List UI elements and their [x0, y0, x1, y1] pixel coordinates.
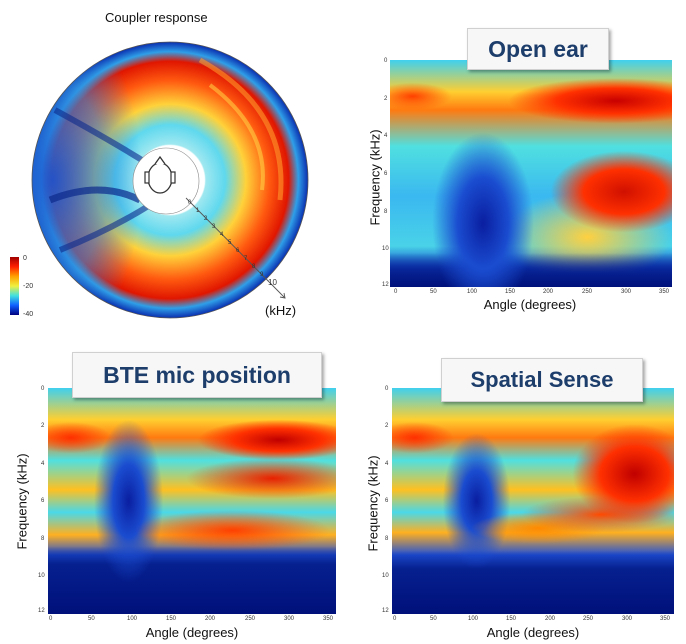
spatial-sense-xtick-label: 150	[506, 616, 517, 622]
spatial-sense-xtick-label: 50	[430, 616, 437, 622]
spatial-sense-ytick-label: 0	[385, 386, 389, 392]
bte-xtick-label: 250	[245, 616, 256, 622]
bte-xtick-label: 350	[323, 616, 334, 622]
bte-xtick-label: 200	[205, 616, 216, 622]
open-ear-xtick-label: 0	[394, 289, 398, 295]
open-ear-ylabel: Frequency (kHz)	[367, 129, 383, 226]
open-ear-xtick-label: 50	[430, 289, 437, 295]
open-ear-ytick-label: 2	[384, 96, 388, 102]
open-ear-xtick-label: 350	[659, 289, 670, 295]
spatial-sense-xlabel: Angle (degrees)	[486, 625, 580, 640]
bte-ylabel: Frequency (kHz)	[14, 453, 30, 550]
bte-ytick-label: 6	[41, 498, 45, 504]
colorbar-tick-label: -40	[23, 311, 34, 318]
radial-tick-label: 0	[188, 200, 192, 206]
bte-xtick-label: 50	[88, 616, 95, 622]
bte-ytick-label: 2	[41, 423, 45, 429]
spatial-sense-xtick-label: 300	[622, 616, 633, 622]
colorbar-tick-label: 0	[23, 255, 27, 262]
bte-ytick-label: 4	[41, 461, 45, 467]
open-ear-xtick-label: 200	[543, 289, 554, 295]
spatial-sense-ytick-label: 2	[385, 423, 389, 429]
bte-title: BTE mic position	[72, 352, 322, 398]
radial-axis-label: (kHz)	[265, 303, 297, 318]
radial-tick-label: 8	[252, 264, 256, 270]
colorbar-tick-label: -20	[23, 283, 34, 290]
bte-xlabel: Angle (degrees)	[145, 625, 239, 640]
bte-heatmap	[48, 388, 336, 614]
open-ear-title: Open ear	[467, 28, 609, 70]
radial-tick-label: 9	[260, 272, 264, 278]
spatial-sense-ytick-label: 4	[385, 461, 389, 467]
spatial-sense-title: Spatial Sense	[441, 358, 643, 402]
radial-tick-label: 2	[204, 216, 208, 222]
spatial-sense-xtick-label: 100	[468, 616, 479, 622]
radial-tick-label: 7	[244, 256, 248, 262]
bte-xtick-label: 300	[284, 616, 295, 622]
open-ear-ytick-label: 0	[384, 58, 388, 64]
bte-ytick-label: 8	[41, 536, 45, 542]
colorbar	[10, 257, 19, 315]
open-ear-xtick-label: 300	[621, 289, 632, 295]
open-ear-ytick-label: 8	[384, 209, 388, 215]
radial-tick-label: 10	[268, 278, 277, 287]
open-ear-ytick-label: 10	[382, 246, 389, 252]
spatial-sense-ytick-label: 6	[385, 498, 389, 504]
bte-ytick-label: 0	[41, 386, 45, 392]
head-icon	[144, 155, 176, 194]
polar-plot	[31, 41, 309, 319]
spatial-sense-heatmap	[392, 388, 674, 614]
polar-title: Coupler response	[105, 10, 208, 25]
spatial-sense-ytick-label: 8	[385, 536, 389, 542]
open-ear-ytick-label: 6	[384, 171, 388, 177]
bte-ytick-label: 10	[38, 573, 45, 579]
bte-xtick-label: 150	[166, 616, 177, 622]
open-ear-heatmap	[390, 60, 672, 287]
spatial-sense-ytick-label: 10	[382, 573, 389, 579]
spatial-sense-xtick-label: 0	[393, 616, 397, 622]
spatial-sense-ylabel: Frequency (kHz)	[365, 455, 381, 552]
spatial-sense-xtick-label: 200	[545, 616, 556, 622]
radial-tick-label: 1	[196, 208, 200, 214]
bte-xtick-label: 100	[127, 616, 138, 622]
bte-ytick-label: 12	[38, 608, 45, 614]
bte-xtick-label: 0	[49, 616, 53, 622]
spatial-sense-xtick-label: 350	[660, 616, 671, 622]
open-ear-ytick-label: 12	[382, 282, 389, 288]
spatial-sense-ytick-label: 12	[382, 608, 389, 614]
open-ear-xtick-label: 100	[467, 289, 478, 295]
radial-tick-label: 5	[228, 240, 232, 246]
open-ear-xtick-label: 250	[582, 289, 593, 295]
radial-tick-label: 3	[212, 224, 216, 230]
radial-tick-label: 4	[220, 232, 224, 238]
open-ear-ytick-label: 4	[384, 133, 388, 139]
open-ear-xtick-label: 150	[505, 289, 516, 295]
spatial-sense-xtick-label: 250	[583, 616, 594, 622]
open-ear-xlabel: Angle (degrees)	[483, 297, 577, 312]
radial-tick-label: 6	[236, 248, 240, 254]
